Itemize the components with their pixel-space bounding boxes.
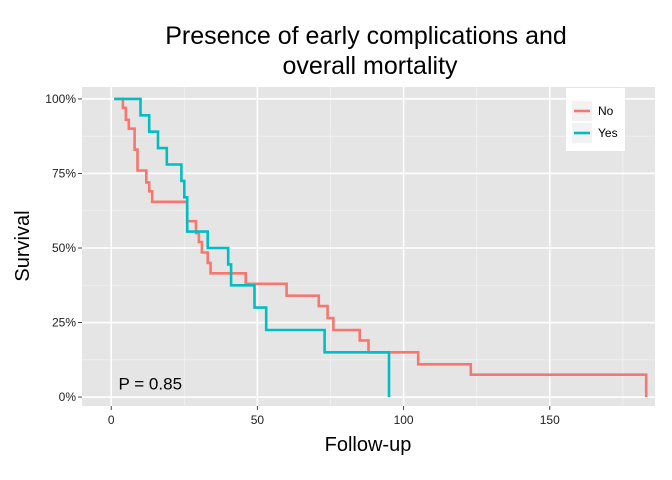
series-line-yes <box>114 97 391 398</box>
x-tick-label: 0 <box>108 413 115 427</box>
y-axis: 0% 25% 50% 75% 100% <box>45 92 82 404</box>
y-tick-label: 25% <box>52 316 76 330</box>
x-tick-label: 150 <box>540 413 560 427</box>
y-tick-label: 100% <box>45 92 76 106</box>
x-tick-label: 50 <box>251 413 265 427</box>
x-tick-label: 100 <box>394 413 414 427</box>
y-tick-label: 50% <box>52 241 76 255</box>
chart-title-line-1: Presence of early complications and <box>165 22 567 50</box>
y-tick-label: 0% <box>59 390 77 404</box>
chart-title-line-2: overall mortality <box>282 52 458 80</box>
y-axis-title: Survival <box>12 210 34 281</box>
series-line-no <box>114 97 648 398</box>
y-tick-label: 75% <box>52 166 76 180</box>
legend-label-no: No <box>598 104 614 118</box>
legend: No Yes <box>566 88 625 151</box>
series-layer <box>114 97 648 398</box>
p-value-annotation: P = 0.85 <box>119 375 183 394</box>
x-axis: 0 50 100 150 <box>108 406 560 427</box>
x-axis-title: Follow-up <box>325 434 412 456</box>
legend-label-yes: Yes <box>598 126 618 140</box>
